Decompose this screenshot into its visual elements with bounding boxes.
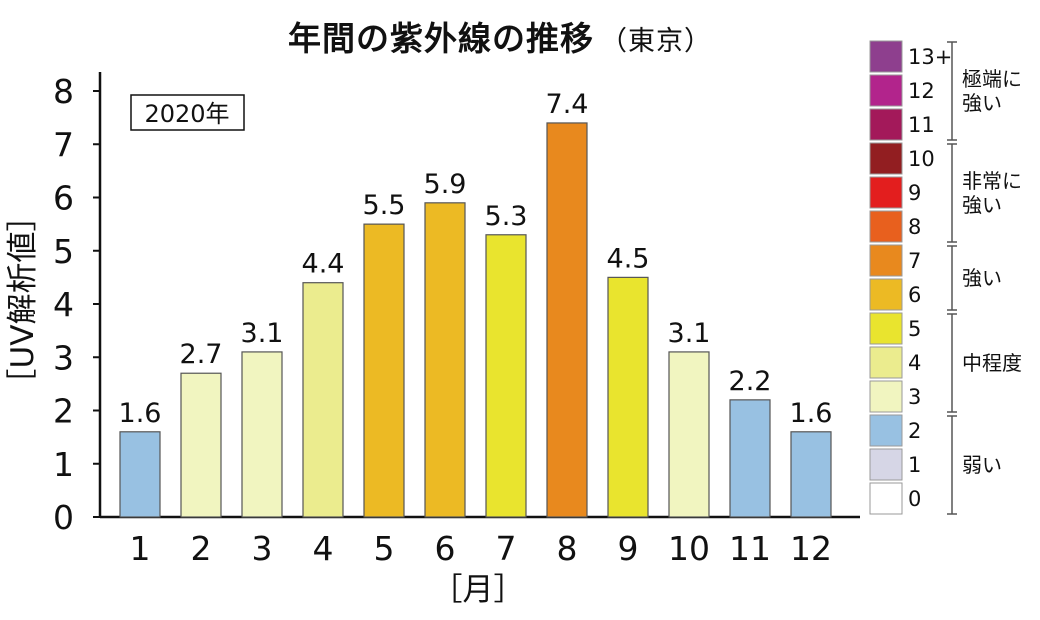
- legend-swatch: [869, 312, 903, 345]
- legend-group-label: 強い: [962, 266, 1002, 290]
- legend-swatch: [869, 244, 903, 277]
- data-label: 5.3: [485, 201, 528, 232]
- legend-group-label: 非常に: [962, 169, 1022, 193]
- y-tick-label: 2: [53, 392, 74, 431]
- legend-level-label: 4: [908, 351, 921, 375]
- bar: [180, 372, 222, 518]
- chart-title: 年間の紫外線の推移 （東京）: [180, 12, 820, 60]
- data-label: 3.1: [241, 318, 284, 349]
- year-label: 2020年: [144, 100, 229, 128]
- y-tick-label: 1: [53, 445, 74, 484]
- legend-level-label: 10: [908, 147, 935, 171]
- legend-level-label: 1: [908, 453, 921, 477]
- data-label: 1.6: [119, 398, 162, 429]
- legend-level-label: 12: [908, 79, 935, 103]
- year-box-frame: [130, 94, 245, 131]
- legend-swatch: [869, 108, 903, 141]
- legend-level-label: 8: [908, 215, 921, 239]
- x-tick-label: 2: [191, 529, 212, 568]
- x-tick-label: 9: [618, 529, 639, 568]
- data-label: 7.4: [546, 89, 589, 120]
- bar: [302, 282, 344, 518]
- legend-level-label: 9: [908, 181, 921, 205]
- y-tick-label: 6: [53, 179, 74, 218]
- data-label: 3.1: [668, 318, 711, 349]
- legend-swatch: [869, 74, 903, 107]
- legend-swatch: [869, 346, 903, 379]
- chart-subtitle: （東京）: [600, 26, 712, 57]
- y-tick-label: 5: [53, 232, 74, 271]
- y-tick-label: 8: [53, 72, 74, 111]
- legend-group-label: 極端に: [962, 67, 1022, 91]
- chart-title-text: 年間の紫外線の推移: [288, 19, 594, 58]
- bar: [363, 223, 405, 518]
- legend-level-label: 5: [908, 317, 921, 341]
- legend-swatch: [869, 414, 903, 447]
- x-tick-label: 8: [557, 529, 578, 568]
- x-tick-label: 10: [668, 529, 710, 568]
- x-tick-label: 1: [130, 529, 151, 568]
- bar: [790, 431, 832, 518]
- data-label: 4.5: [607, 243, 650, 274]
- legend-level-label: 2: [908, 419, 921, 443]
- legend-level-label: 7: [908, 249, 921, 273]
- bar: [485, 234, 527, 518]
- legend-level-label: 13+: [908, 45, 952, 69]
- legend-swatch: [869, 278, 903, 311]
- legend-swatch: [869, 210, 903, 243]
- data-label: 5.5: [363, 190, 406, 221]
- year-label-box: 2020年: [130, 94, 245, 131]
- bar: [424, 202, 466, 518]
- bar: [607, 276, 649, 518]
- legend-group-label: 強い: [962, 193, 1002, 217]
- y-tick-label: 4: [53, 285, 74, 324]
- bar: [119, 431, 161, 518]
- data-label: 2.7: [180, 339, 223, 370]
- x-tick-label: 3: [252, 529, 273, 568]
- legend-group-label: 弱い: [962, 453, 1002, 477]
- x-tick-label: 5: [374, 529, 395, 568]
- x-tick-label: 11: [729, 529, 771, 568]
- data-label: 2.2: [729, 366, 772, 397]
- bar: [546, 122, 588, 518]
- x-tick-label: 6: [435, 529, 456, 568]
- legend-level-label: 0: [908, 487, 921, 511]
- legend-group-label: 中程度: [962, 351, 1022, 375]
- bar: [241, 351, 283, 518]
- legend-level-label: 6: [908, 283, 921, 307]
- y-axis-label: ［UV解析値］: [5, 201, 41, 400]
- y-tick-label: 0: [53, 498, 74, 537]
- legend-level-label: 11: [908, 113, 935, 137]
- x-tick-label: 7: [496, 529, 517, 568]
- x-axis-label: ［月］: [432, 572, 525, 608]
- y-tick-label: 3: [53, 338, 74, 377]
- data-label: 4.4: [302, 249, 345, 280]
- legend-swatch: [869, 40, 903, 73]
- legend-group-label: 強い: [962, 91, 1002, 115]
- bar: [668, 351, 710, 518]
- legend-swatch: [869, 380, 903, 413]
- plot-area: 0123456781.612.723.134.445.555.965.377.4…: [5, 72, 860, 608]
- x-tick-label: 4: [313, 529, 334, 568]
- x-tick-label: 12: [790, 529, 832, 568]
- data-label: 5.9: [424, 169, 467, 200]
- y-tick-label: 7: [53, 125, 74, 164]
- legend-level-label: 3: [908, 385, 921, 409]
- legend-swatch: [869, 448, 903, 481]
- legend-swatch: [869, 142, 903, 175]
- legend-swatch: [869, 482, 903, 515]
- legend-swatch: [869, 176, 903, 209]
- bar: [729, 399, 771, 518]
- data-label: 1.6: [790, 398, 833, 429]
